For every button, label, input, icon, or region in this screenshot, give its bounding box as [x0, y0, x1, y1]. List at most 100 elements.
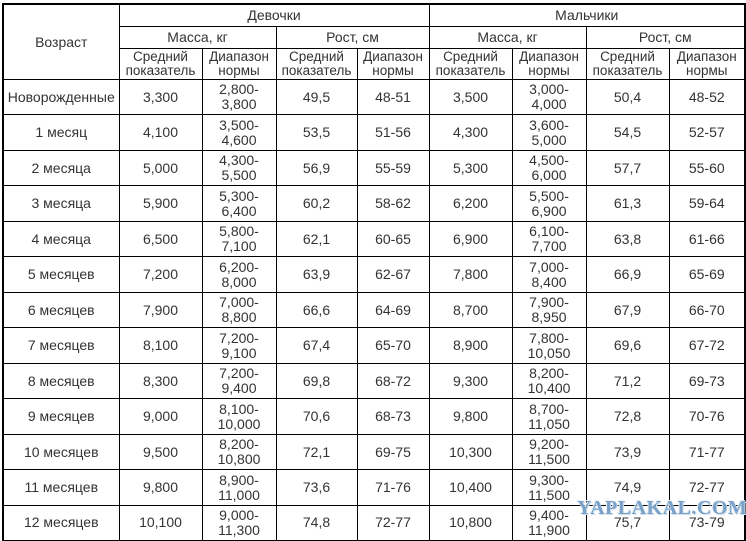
- table-row: 2 месяца 5,000 4,300-5,500 56,9 55-59 5,300 4,…: [2, 149, 746, 187]
- value-cell: 63,8: [585, 220, 670, 258]
- header-boys-height: Рост, см: [585, 25, 746, 49]
- value-cell: 8,100: [118, 327, 203, 364]
- value-cell: 8,300: [118, 362, 203, 400]
- table-row: 3 месяца 5,900 5,300-6,400 60,2 58-62 6,200 5,…: [2, 185, 746, 222]
- header-girls-mass-avg: Средний показатель: [118, 47, 203, 80]
- value-cell: 67,4: [275, 327, 358, 364]
- value-cell: 9,000-11,300: [201, 504, 277, 541]
- value-cell: 72-77: [356, 504, 430, 541]
- age-cell: 4 месяца: [2, 220, 120, 258]
- value-cell: 62-67: [356, 256, 430, 293]
- value-cell: 68-73: [356, 398, 430, 435]
- age-cell: 8 месяцев: [2, 362, 120, 400]
- table-row: 6 месяцев 7,900 7,000-8,800 66,6 64-69 8,700 7…: [2, 291, 746, 329]
- value-cell: 6,100-7,700: [511, 220, 587, 258]
- growth-table: Возраст Девочки Мальчики Масса, кг Рост,…: [2, 3, 746, 541]
- age-cell: 6 месяцев: [2, 291, 120, 329]
- value-cell: 9,300: [428, 362, 513, 400]
- table-row: 1 месяц 4,100 3,500-4,600 53,5 51-56 4,300 3,6…: [2, 114, 746, 151]
- value-cell: 74,8: [275, 504, 358, 541]
- header-girls-height-avg: Средний показатель: [275, 47, 358, 80]
- header-boys: Мальчики: [428, 3, 746, 27]
- value-cell: 9,400-11,900: [511, 504, 587, 541]
- header-row-groups: Возраст Девочки Мальчики: [2, 3, 746, 80]
- value-cell: 8,700: [428, 291, 513, 329]
- value-cell: 9,200-11,500: [511, 433, 587, 471]
- value-cell: 51-56: [356, 114, 430, 151]
- value-cell: 10,100: [118, 504, 203, 541]
- table-header: Возраст Девочки Мальчики Масса, кг Рост,…: [2, 3, 746, 80]
- value-cell: 7,200-9,400: [201, 362, 277, 400]
- value-cell: 10,800: [428, 504, 513, 541]
- value-cell: 7,800-10,050: [511, 327, 587, 364]
- value-cell: 52-57: [668, 114, 746, 151]
- value-cell: 70-76: [668, 398, 746, 435]
- value-cell: 64-69: [356, 291, 430, 329]
- value-cell: 3,500: [428, 78, 513, 116]
- value-cell: 60-65: [356, 220, 430, 258]
- value-cell: 5,300-6,400: [201, 185, 277, 222]
- value-cell: 3,500-4,600: [201, 114, 277, 151]
- value-cell: 5,900: [118, 185, 203, 222]
- value-cell: 9,800: [428, 398, 513, 435]
- value-cell: 67,9: [585, 291, 670, 329]
- value-cell: 61,3: [585, 185, 670, 222]
- value-cell: 59-64: [668, 185, 746, 222]
- age-cell: 10 месяцев: [2, 433, 120, 471]
- value-cell: 63,9: [275, 256, 358, 293]
- header-age: Возраст: [2, 3, 120, 80]
- value-cell: 55-60: [668, 149, 746, 187]
- value-cell: 50,4: [585, 78, 670, 116]
- table-row: 8 месяцев 8,300 7,200-9,400 69,8 68-72 9,300 8…: [2, 362, 746, 400]
- value-cell: 48-52: [668, 78, 746, 116]
- header-row-subs: Средний показатель Диапазон нормы Средни…: [3, 47, 746, 80]
- value-cell: 6,900: [428, 220, 513, 258]
- age-cell: 5 месяцев: [2, 256, 120, 293]
- value-cell: 65-70: [356, 327, 430, 364]
- header-boys-mass-avg: Средний показатель: [428, 47, 513, 80]
- value-cell: 73,9: [585, 433, 670, 471]
- value-cell: 7,200: [118, 256, 203, 293]
- age-cell: 1 месяц: [2, 114, 120, 151]
- header-boys-height-avg: Средний показатель: [585, 47, 670, 80]
- value-cell: 65-69: [668, 256, 746, 293]
- table-row: 4 месяца 6,500 5,800-7,100 62,1 60-65 6,900 6,…: [2, 220, 746, 258]
- age-cell: Новорожденные: [2, 78, 120, 116]
- value-cell: 3,300: [118, 78, 203, 116]
- value-cell: 8,700-11,050: [511, 398, 587, 435]
- value-cell: 9,500: [118, 433, 203, 471]
- value-cell: 8,200-10,400: [511, 362, 587, 400]
- value-cell: 62,1: [275, 220, 358, 258]
- value-cell: 3,600-5,000: [511, 114, 587, 151]
- value-cell: 61-66: [668, 220, 746, 258]
- header-girls: Девочки: [118, 3, 430, 27]
- value-cell: 71-76: [356, 469, 430, 506]
- value-cell: 5,300: [428, 149, 513, 187]
- value-cell: 68-72: [356, 362, 430, 400]
- value-cell: 75,7: [585, 504, 670, 541]
- value-cell: 72,1: [275, 433, 358, 471]
- value-cell: 6,500: [118, 220, 203, 258]
- value-cell: 7,000-8,400: [511, 256, 587, 293]
- value-cell: 7,000-8,800: [201, 291, 277, 329]
- value-cell: 7,200-9,100: [201, 327, 277, 364]
- table-row: 7 месяцев 8,100 7,200-9,100 67,4 65-70 8,900 7…: [2, 327, 746, 364]
- value-cell: 8,100-10,000: [201, 398, 277, 435]
- table-body: Новорожденные 3,300 2,800-3,800 49,5 48-51 3,…: [2, 78, 746, 541]
- value-cell: 4,500-6,000: [511, 149, 587, 187]
- value-cell: 8,900-11,000: [201, 469, 277, 506]
- value-cell: 5,800-7,100: [201, 220, 277, 258]
- header-girls-mass-range: Диапазон нормы: [201, 47, 277, 80]
- value-cell: 66-70: [668, 291, 746, 329]
- value-cell: 74,9: [585, 469, 670, 506]
- table-row: 10 месяцев 9,500 8,200-10,800 72,1 69-75 10,3…: [2, 433, 746, 471]
- header-girls-mass: Масса, кг: [118, 25, 277, 49]
- value-cell: 73-79: [668, 504, 746, 541]
- value-cell: 56,9: [275, 149, 358, 187]
- value-cell: 55-59: [356, 149, 430, 187]
- age-cell: 9 месяцев: [2, 398, 120, 435]
- value-cell: 5,000: [118, 149, 203, 187]
- value-cell: 69-75: [356, 433, 430, 471]
- value-cell: 71,2: [585, 362, 670, 400]
